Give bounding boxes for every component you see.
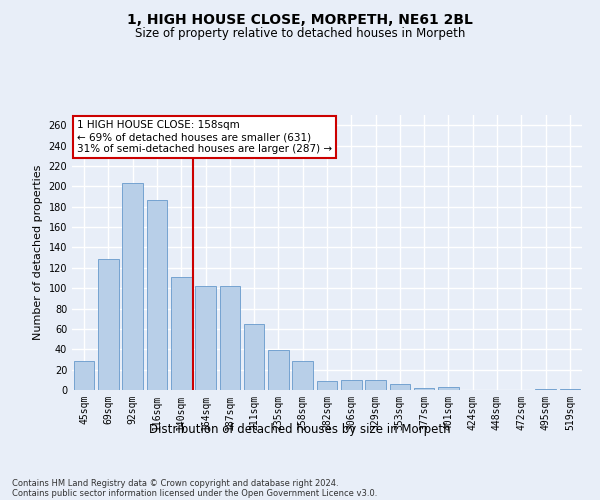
Bar [317,381,337,390]
Bar [268,350,289,390]
Bar [195,286,216,390]
Text: 1, HIGH HOUSE CLOSE, MORPETH, NE61 2BL: 1, HIGH HOUSE CLOSE, MORPETH, NE61 2BL [127,12,473,26]
Bar [365,380,386,390]
Bar [98,258,119,390]
Bar [341,380,362,390]
Text: Contains public sector information licensed under the Open Government Licence v3: Contains public sector information licen… [12,488,377,498]
Bar [414,388,434,390]
Text: Distribution of detached houses by size in Morpeth: Distribution of detached houses by size … [149,422,451,436]
Bar [122,183,143,390]
Bar [244,324,265,390]
Bar [146,200,167,390]
Bar [560,389,580,390]
Text: Size of property relative to detached houses in Morpeth: Size of property relative to detached ho… [135,28,465,40]
Bar [171,277,191,390]
Bar [74,362,94,390]
Bar [535,389,556,390]
Text: 1 HIGH HOUSE CLOSE: 158sqm
← 69% of detached houses are smaller (631)
31% of sem: 1 HIGH HOUSE CLOSE: 158sqm ← 69% of deta… [77,120,332,154]
Bar [389,384,410,390]
Bar [438,387,459,390]
Bar [220,286,240,390]
Bar [292,362,313,390]
Text: Contains HM Land Registry data © Crown copyright and database right 2024.: Contains HM Land Registry data © Crown c… [12,478,338,488]
Y-axis label: Number of detached properties: Number of detached properties [33,165,43,340]
